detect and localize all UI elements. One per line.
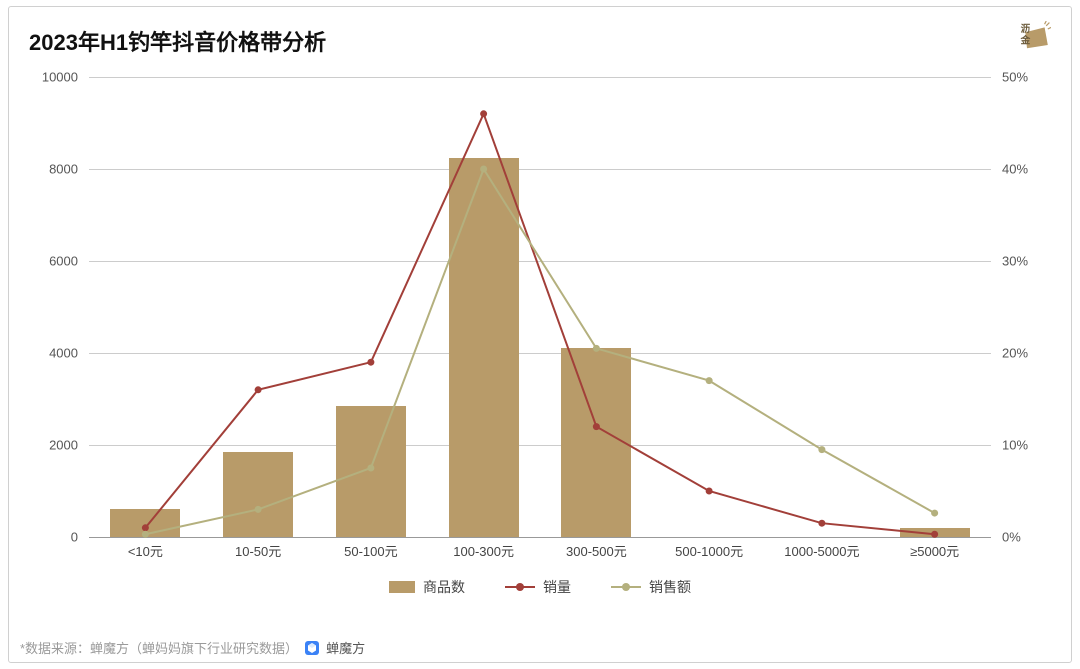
series-marker xyxy=(706,488,713,495)
y-left-tick: 6000 xyxy=(29,254,84,269)
x-label: 300-500元 xyxy=(540,541,653,563)
legend-item-bars: 商品数 xyxy=(389,577,465,597)
cube-icon xyxy=(304,640,320,656)
y-left-tick: 2000 xyxy=(29,438,84,453)
y-left-tick: 4000 xyxy=(29,346,84,361)
series-marker xyxy=(818,446,825,453)
svg-text:沥: 沥 xyxy=(1021,23,1031,35)
y-right-tick: 10% xyxy=(996,438,1051,453)
y-axis-right: 0%10%20%30%40%50% xyxy=(996,77,1051,537)
bar xyxy=(900,528,970,537)
legend-label: 商品数 xyxy=(423,577,465,597)
legend-swatch-line xyxy=(611,586,641,588)
svg-text:金: 金 xyxy=(1020,34,1031,46)
brand-logo-svg: 沥 金 xyxy=(1019,21,1051,53)
bar xyxy=(561,348,631,537)
legend-item-line1: 销量 xyxy=(505,577,571,597)
x-label: 50-100元 xyxy=(315,541,428,563)
series-marker xyxy=(480,110,487,117)
x-label: <10元 xyxy=(89,541,202,563)
legend-label: 销量 xyxy=(543,577,571,597)
legend-item-line2: 销售额 xyxy=(611,577,691,597)
y-right-tick: 0% xyxy=(996,530,1051,545)
bar xyxy=(449,158,519,538)
plot-region xyxy=(89,77,991,537)
x-label: 10-50元 xyxy=(202,541,315,563)
series-marker xyxy=(367,359,374,366)
chart-frame: 2023年H1钓竿抖音价格带分析 沥 金 0 2000 4000 6000 8000 10… xyxy=(8,6,1072,663)
y-axis-left: 0200040006000800010000 xyxy=(29,77,84,537)
chart-title: 2023年H1钓竿抖音价格带分析 xyxy=(29,25,1051,57)
y-left-tick: 10000 xyxy=(29,70,84,85)
brand-logo: 沥 金 xyxy=(1019,21,1051,53)
y-left-tick: 0 xyxy=(29,530,84,545)
footer-source: *数据来源：蝉魔方（蝉妈妈旗下行业研究数据） 蝉魔方 xyxy=(20,638,365,657)
chart-area: 0 2000 4000 6000 8000 10000 0% 10% 20% 30% 40% 50%… xyxy=(29,67,1051,607)
footer-text: *数据来源：蝉魔方（蝉妈妈旗下行业研究数据） xyxy=(20,638,298,657)
series-marker xyxy=(706,377,713,384)
x-axis-labels: <10元10-50元50-100元100-300元300-500元500-100… xyxy=(89,541,991,563)
chart-legend: 商品数 销量 销售额 xyxy=(29,577,1051,597)
bar xyxy=(223,452,293,537)
x-label: 1000-5000元 xyxy=(766,541,879,563)
y-right-tick: 40% xyxy=(996,162,1051,177)
legend-label: 销售额 xyxy=(649,577,691,597)
y-right-tick: 20% xyxy=(996,346,1051,361)
y-right-tick: 50% xyxy=(996,70,1051,85)
legend-swatch-bar xyxy=(389,581,415,593)
bar xyxy=(336,406,406,537)
y-right-tick: 30% xyxy=(996,254,1051,269)
series-marker xyxy=(931,510,938,517)
footer-brand: 蝉魔方 xyxy=(326,638,365,657)
legend-swatch-line xyxy=(505,586,535,588)
series-marker xyxy=(818,520,825,527)
x-label: 500-1000元 xyxy=(653,541,766,563)
bar xyxy=(110,509,180,537)
series-marker xyxy=(255,386,262,393)
x-label: ≥5000元 xyxy=(878,541,991,563)
y-left-tick: 8000 xyxy=(29,162,84,177)
x-label: 100-300元 xyxy=(427,541,540,563)
